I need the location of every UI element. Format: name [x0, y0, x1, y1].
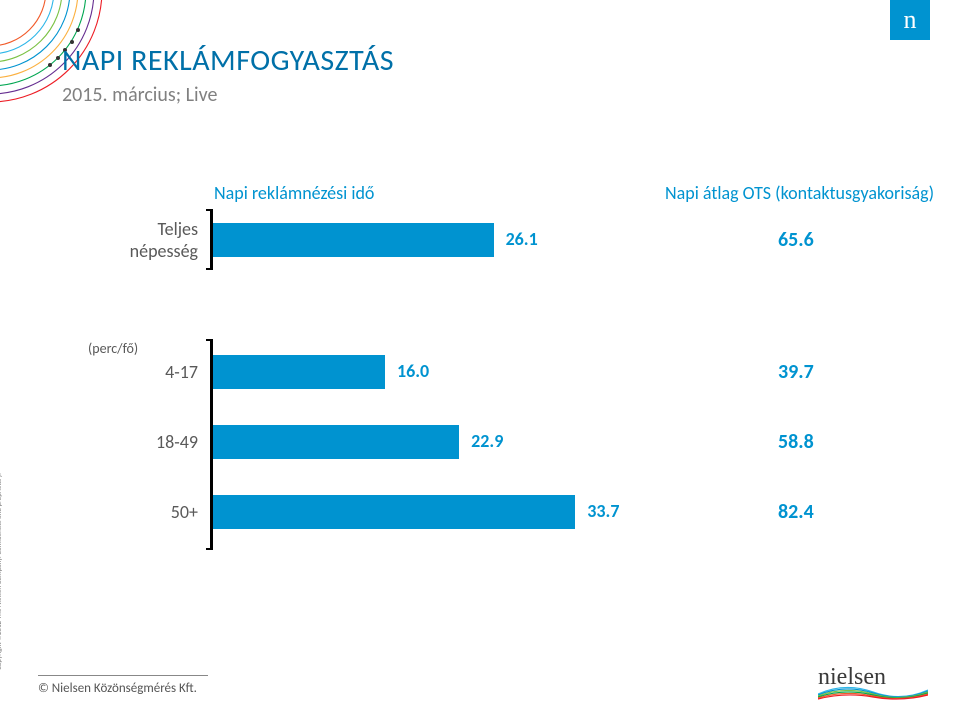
title-area: NAPI REKLÁMFOGYASZTÁS 2015. március; Liv…	[62, 42, 394, 107]
bar-value: 33.7	[587, 500, 619, 522]
bar	[213, 223, 494, 257]
brand-box: n	[890, 0, 930, 40]
bar-label: 4-17	[88, 361, 198, 383]
bar-row-total: Teljes népesség 26.1 65.6	[88, 220, 888, 260]
bar-row-4-17: 4-17 16.0 39.7	[88, 352, 888, 392]
axis-tick	[206, 548, 213, 550]
bar-value: 16.0	[397, 360, 429, 382]
bar-row-18-49: 18-49 22.9 58.8	[88, 422, 888, 462]
bar-label: 50+	[88, 501, 198, 523]
chart-header-left: Napi reklámnézési idő	[214, 182, 374, 204]
chart-group-1: Teljes népesség 26.1 65.6	[88, 210, 888, 270]
ots-value: 82.4	[778, 500, 814, 524]
footer-source: © Nielsen Közönségmérés Kft.	[38, 681, 197, 696]
axis-tick	[206, 268, 213, 270]
bar	[213, 355, 385, 389]
ots-value: 39.7	[778, 360, 814, 384]
footer-divider	[38, 675, 208, 676]
bar-label: Teljes népesség	[88, 218, 198, 262]
bar-row-50plus: 50+ 33.7 82.4	[88, 492, 888, 532]
ots-value: 58.8	[778, 430, 814, 454]
bar-value: 26.1	[506, 228, 538, 250]
bar-label: 18-49	[88, 431, 198, 453]
logo-text: nielsen	[818, 664, 886, 690]
bar	[213, 425, 459, 459]
nielsen-logo: nielsen	[818, 660, 928, 700]
x-axis-unit: (perc/fő)	[88, 340, 138, 357]
page-subtitle: 2015. március; Live	[62, 83, 394, 107]
bar	[213, 495, 575, 529]
bar-value: 22.9	[471, 430, 503, 452]
chart-header-right: Napi átlag OTS (kontaktusgyakoriság)	[665, 182, 934, 204]
brand-letter: n	[904, 7, 917, 33]
page-title: NAPI REKLÁMFOGYASZTÁS	[62, 42, 394, 79]
axis-tick	[206, 339, 213, 341]
axis-tick	[206, 209, 213, 211]
ots-value: 65.6	[778, 228, 814, 252]
copyright-vertical: Copyright ©2012 The Nielsen Company. Con…	[0, 473, 3, 670]
